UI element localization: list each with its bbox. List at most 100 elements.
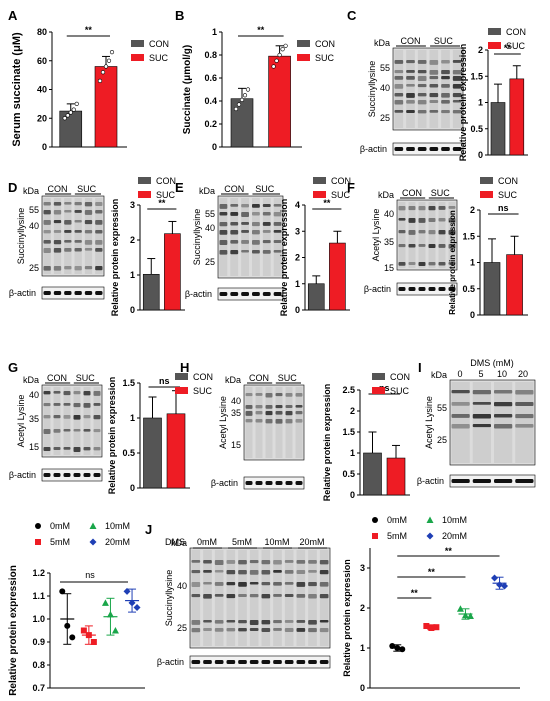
legend-swatch-suc [175, 387, 188, 394]
actin-membrane [189, 655, 331, 669]
protein-band [418, 244, 426, 247]
actin-membrane [217, 287, 284, 301]
y-tick-label: 1.5 [462, 231, 475, 241]
chart-e: 0 1 2 3 4 ** Relative protein expression [279, 198, 350, 316]
protein-band [451, 424, 470, 429]
lane-smear [252, 198, 260, 276]
lane-smear [255, 387, 263, 458]
protein-band [219, 230, 228, 235]
protein-band [428, 230, 436, 235]
lane-smear [452, 50, 462, 128]
lane-smear [43, 198, 51, 274]
y-axis-label: Serum succinate (μM) [11, 32, 23, 147]
legend-label-suc: SUC [156, 190, 176, 200]
protein-band [214, 570, 224, 573]
y-tick-label: 0 [130, 305, 135, 315]
y-axis-label: Relative protein expression [458, 44, 468, 162]
data-point [242, 93, 248, 98]
y-tick-label: 0.2 [204, 119, 217, 129]
data-point [109, 50, 115, 55]
lane-smear [494, 382, 513, 463]
protein-band [308, 582, 317, 587]
legend-label-suc: SUC [193, 386, 213, 396]
protein-band [295, 405, 303, 408]
protein-band [394, 70, 404, 74]
protein-band [295, 419, 303, 423]
protein-band [262, 250, 271, 254]
protein-band [265, 393, 273, 398]
actin-band [451, 479, 470, 483]
protein-band [219, 250, 228, 255]
data-point [74, 101, 79, 106]
marker-40: 40 [231, 396, 241, 406]
protein-band [43, 202, 51, 206]
data-point [274, 58, 279, 63]
actin-band [452, 147, 462, 151]
protein-band [64, 220, 72, 225]
protein-band [84, 240, 93, 245]
actin-band [472, 479, 491, 483]
lane-smear [406, 50, 415, 128]
marker-40: 40 [384, 209, 394, 219]
marker-0mm [64, 622, 71, 629]
protein-band [249, 570, 259, 575]
protein-band [408, 218, 416, 223]
protein-band [241, 212, 249, 217]
protein-band [238, 560, 247, 565]
protein-band [230, 212, 239, 216]
legend-swatch-suc [480, 191, 493, 198]
protein-band [284, 628, 294, 632]
lane-smear [296, 550, 306, 646]
protein-band [73, 415, 81, 420]
protein-band [203, 570, 212, 573]
protein-band [394, 110, 404, 113]
lane-smear [429, 50, 439, 128]
protein-band [262, 230, 271, 233]
y-tick-label: 0 [212, 142, 217, 152]
marker-40: 40 [177, 581, 187, 591]
y-axis-label: Relative protein expression [322, 384, 332, 502]
header-dose: 20 [518, 369, 528, 379]
protein-band [238, 628, 247, 632]
protein-band [63, 391, 71, 396]
data-point [245, 87, 251, 92]
lane-smear [214, 550, 224, 646]
protein-band [275, 405, 283, 409]
protein-band [428, 262, 436, 266]
marker-40: 40 [205, 223, 215, 233]
protein-band [285, 405, 293, 409]
actin-band [53, 291, 62, 295]
protein-band [308, 628, 317, 633]
actin-band [230, 292, 239, 296]
actin-band [494, 479, 513, 483]
marker-5mm [428, 625, 435, 631]
lane-smear [219, 198, 228, 276]
marker-15: 15 [231, 440, 241, 450]
chart-b: 0 0.2 0.4 0.6 0.8 1 ** Succinate (μmol/g) [182, 25, 302, 152]
protein-band [83, 403, 91, 408]
protein-band [84, 210, 93, 215]
marker-25: 25 [177, 623, 187, 633]
header-con: CON [249, 373, 269, 383]
protein-band [64, 210, 72, 213]
actin-band [319, 660, 329, 664]
blot-membrane [396, 199, 458, 271]
lane-smear [93, 387, 101, 455]
protein-band [53, 415, 61, 419]
marker-10mm [89, 522, 97, 529]
protein-band [255, 419, 263, 423]
protein-band [418, 262, 426, 267]
protein-band [63, 403, 71, 406]
y-tick-label: 0.8 [32, 660, 45, 670]
data-point [233, 106, 239, 112]
protein-band [262, 204, 271, 207]
bar-con [307, 283, 325, 311]
bar-con [363, 452, 382, 496]
protein-band [441, 110, 450, 114]
y-tick-label: 1 [470, 258, 475, 268]
protein-band [515, 390, 534, 395]
protein-band [53, 266, 62, 271]
actin-band [398, 287, 406, 291]
